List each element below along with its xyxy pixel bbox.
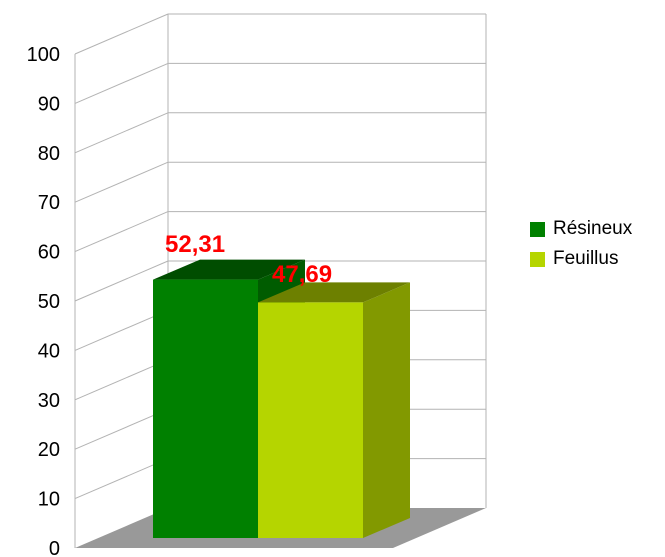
data-label-resineux: 52,31: [165, 231, 225, 258]
y-tick-label: 50: [38, 291, 60, 313]
bar-front-resineux: [153, 279, 258, 538]
bar-side-feuillus: [363, 282, 410, 538]
legend-swatch-resineux: [530, 221, 545, 237]
data-label-feuillus: 47,69: [272, 261, 332, 288]
y-tick-label: 60: [38, 242, 60, 264]
gridline-side: [74, 13, 169, 55]
gridline-side: [74, 458, 169, 500]
legend-label-resineux: Résineux: [553, 218, 633, 239]
gridline-side: [74, 359, 169, 401]
bar-top-resineux: [153, 259, 305, 280]
y-tick-label: 90: [38, 93, 60, 115]
legend-item-feuillus: Feuillus: [530, 244, 632, 274]
y-tick-label: 30: [38, 390, 60, 412]
bar-front-feuillus: [258, 302, 363, 538]
gridline-side: [74, 211, 169, 253]
legend-label-feuillus: Feuillus: [553, 248, 619, 269]
y-tick-label: 20: [38, 439, 60, 461]
gridline-side: [74, 161, 169, 203]
y-tick-label: 80: [38, 143, 60, 165]
bar-top-feuillus: [258, 282, 410, 303]
y-tick-label: 70: [38, 192, 60, 214]
gridline-side: [74, 112, 169, 154]
legend-item-resineux: Résineux: [530, 214, 632, 244]
legend-swatch-feuillus: [530, 251, 545, 267]
gridline-side: [74, 62, 169, 104]
gridline-side: [74, 309, 169, 351]
gridline-side: [74, 408, 169, 450]
y-tick-label: 40: [38, 340, 60, 362]
legend: Résineux Feuillus: [530, 214, 632, 274]
y-tick-label: 100: [27, 44, 60, 66]
gridline-side: [74, 260, 169, 302]
y-tick-label: 0: [49, 538, 60, 557]
y-tick-label: 10: [38, 489, 60, 511]
